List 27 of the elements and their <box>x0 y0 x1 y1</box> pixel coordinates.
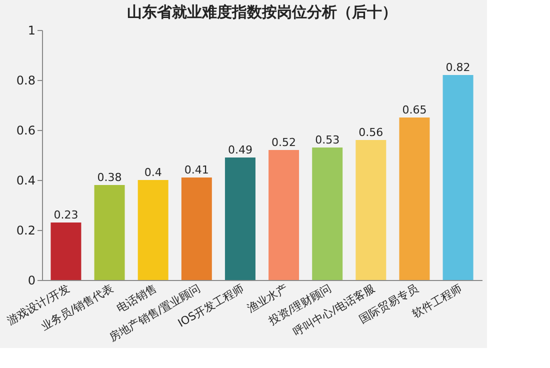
bar <box>138 180 168 280</box>
bar <box>268 150 300 280</box>
data-label: 0.49 <box>228 144 252 156</box>
y-tick-label: 0 <box>28 274 36 288</box>
bar <box>181 178 212 280</box>
data-label: 0.41 <box>184 164 209 176</box>
bar <box>224 158 256 280</box>
data-label: 0.56 <box>358 126 384 139</box>
y-tick-label: 1 <box>28 24 36 38</box>
data-label: 0.65 <box>402 104 427 116</box>
data-label: 0.82 <box>446 61 470 74</box>
bar <box>312 148 343 280</box>
bar <box>399 118 430 280</box>
data-label: 0.52 <box>272 136 296 149</box>
y-tick-label: 0.8 <box>16 74 36 88</box>
chart-title: 山东省就业难度指数按岗位分析（后十） <box>127 3 397 21</box>
data-label: 0.4 <box>144 166 162 179</box>
data-label: 0.23 <box>54 208 78 222</box>
y-tick-label: 0.4 <box>16 174 36 188</box>
y-tick-label: 0.2 <box>16 224 36 238</box>
bar <box>50 222 82 280</box>
bar <box>94 185 125 280</box>
bar <box>442 75 474 280</box>
bar <box>356 140 386 280</box>
data-label: 0.38 <box>97 171 122 184</box>
data-label: 0.53 <box>315 134 340 146</box>
y-tick-label: 0.6 <box>16 124 36 138</box>
